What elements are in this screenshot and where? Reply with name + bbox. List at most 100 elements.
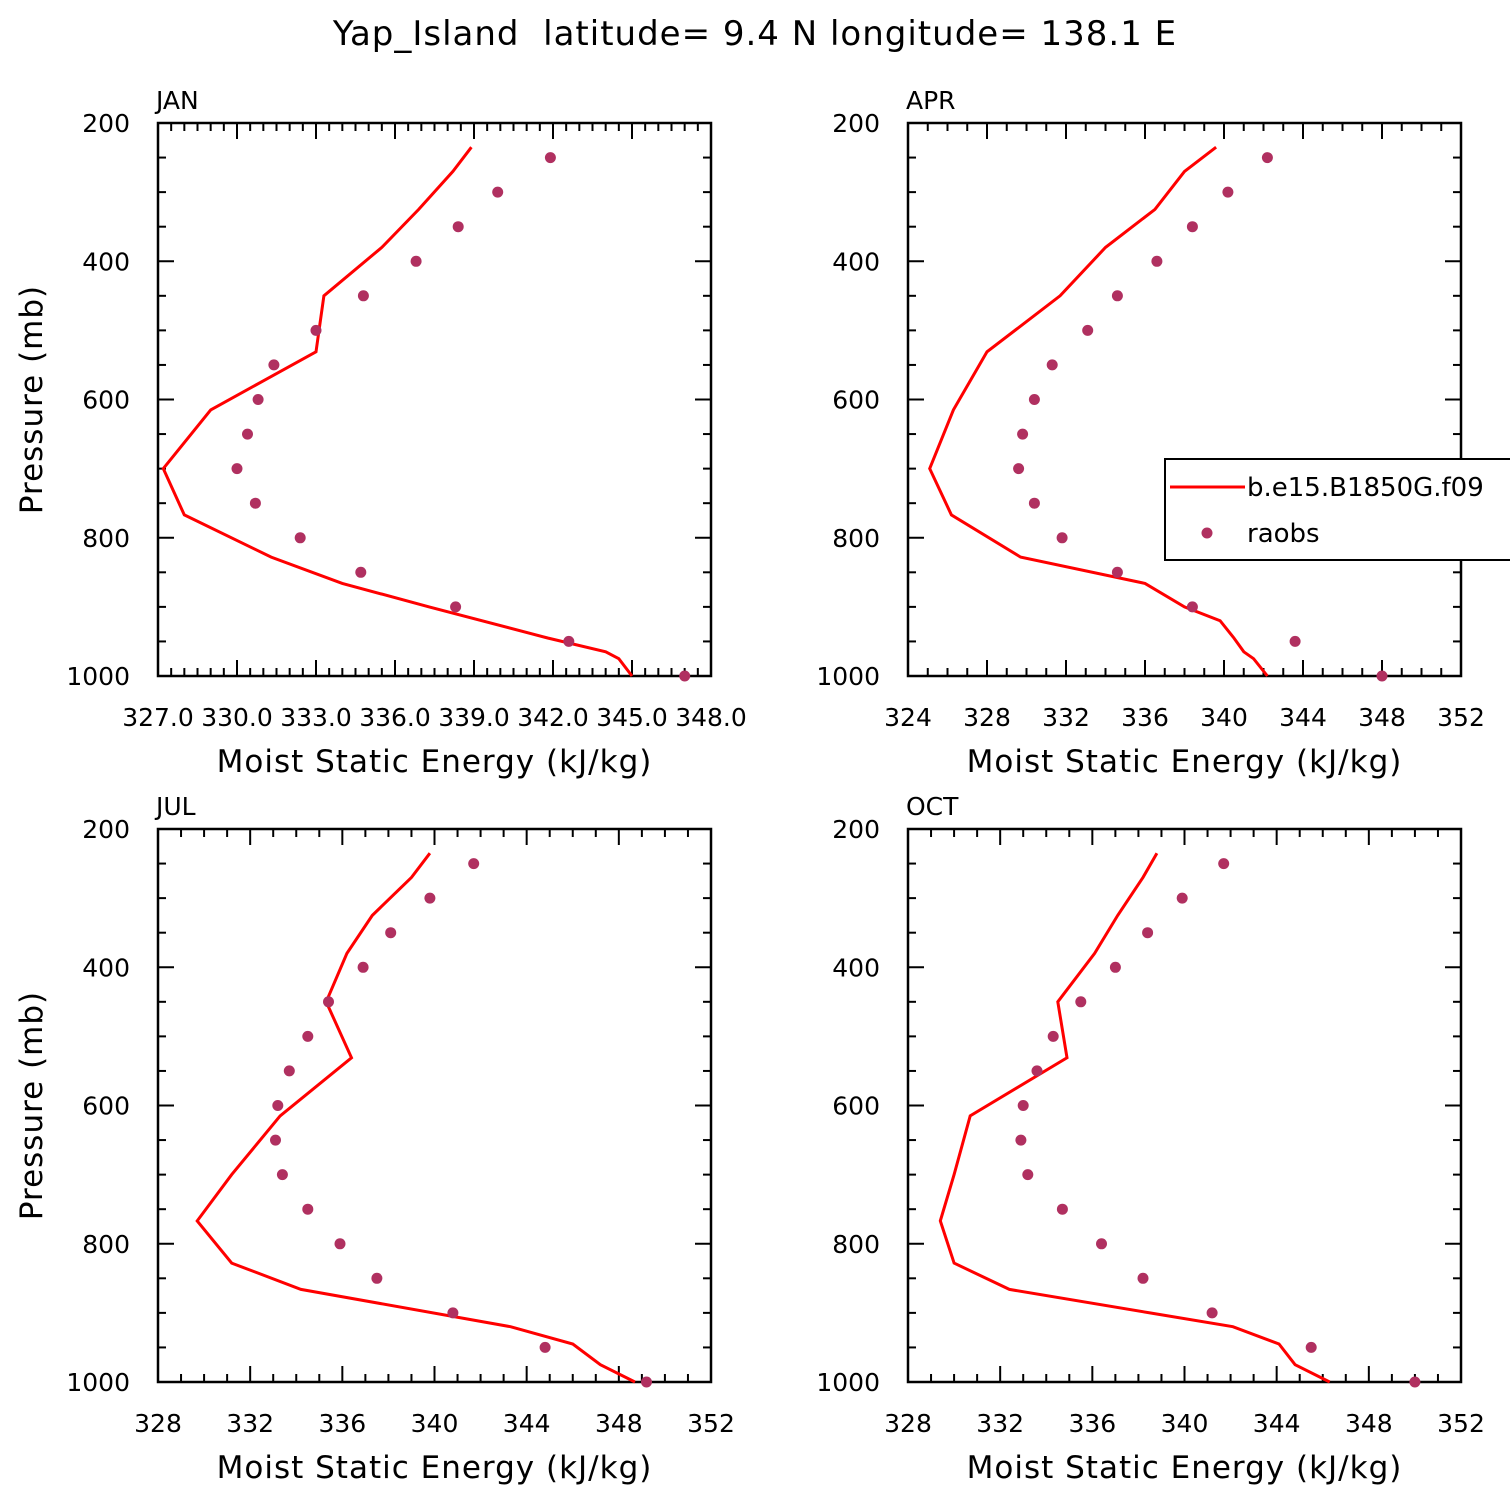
x-tick-label: 348 (595, 1409, 643, 1438)
x-tick-label: 342.0 (517, 703, 589, 732)
y-tick-label: 1000 (816, 662, 880, 691)
panel-label: JAN (154, 86, 199, 115)
x-tick-label: 344 (503, 1409, 551, 1438)
x-tick-label: 336 (318, 1409, 366, 1438)
raobs-point (357, 961, 369, 973)
raobs-point (272, 1100, 284, 1111)
raobs-point (252, 394, 264, 405)
raobs-point (371, 1272, 383, 1284)
y-tick-label: 1000 (66, 662, 130, 691)
raobs-point (323, 996, 334, 1008)
raobs-point (1111, 566, 1123, 578)
raobs-point (492, 186, 504, 198)
raobs-point (1222, 186, 1234, 198)
y-tick-label: 400 (82, 247, 130, 276)
raobs-point (276, 1169, 288, 1181)
raobs-point (1409, 1376, 1421, 1388)
model-profile-line (928, 146, 1269, 677)
raobs-point (1289, 635, 1301, 647)
x-tick-label: 352 (687, 1409, 735, 1438)
x-tick-label: 332 (226, 1409, 274, 1438)
raobs-point (302, 1030, 314, 1042)
x-tick-label: 332 (976, 1409, 1024, 1438)
raobs-point (1015, 1134, 1027, 1146)
panel-label: JUL (154, 792, 196, 821)
y-tick-label: 600 (832, 1092, 880, 1121)
x-tick-label: 336.0 (359, 703, 431, 732)
plot-frame (156, 827, 713, 1384)
raobs-point (410, 255, 422, 267)
y-axis-title: Pressure (mb) (14, 991, 50, 1220)
x-tick-label: 348.0 (675, 703, 747, 732)
x-tick-label: 344 (1279, 703, 1327, 732)
raobs-point (1261, 152, 1273, 164)
raobs-point (1017, 1100, 1029, 1111)
raobs-point (1082, 324, 1094, 336)
plot-frame (906, 827, 1463, 1384)
x-tick-label: 352 (1437, 1409, 1485, 1438)
y-tick-label: 600 (82, 1092, 130, 1121)
x-tick-label: 332 (1042, 703, 1090, 732)
y-tick-label: 1000 (816, 1368, 880, 1397)
raobs-point (385, 927, 397, 939)
model-profile-line (161, 146, 634, 677)
x-axis-title: Moist Static Energy (kJ/kg) (217, 1450, 653, 1486)
x-tick-label: 330.0 (201, 703, 273, 732)
x-tick-label: 344 (1253, 1409, 1301, 1438)
x-axis-title: Moist Static Energy (kJ/kg) (217, 744, 653, 780)
y-tick-label: 800 (82, 1230, 130, 1259)
raobs-point (1056, 1203, 1068, 1215)
y-tick-label: 400 (832, 953, 880, 982)
x-tick-label: 328 (884, 1409, 932, 1438)
plot-frame (906, 121, 1463, 678)
x-tick-label: 324 (884, 703, 932, 732)
raobs-point (563, 635, 575, 647)
x-tick-label: 348 (1358, 703, 1406, 732)
model-profile-line (195, 852, 636, 1384)
x-tick-label: 345.0 (596, 703, 668, 732)
legend: b.e15.B1850G.f09 raobs (1164, 458, 1510, 561)
raobs-point (1206, 1307, 1218, 1319)
raobs-point (1047, 1030, 1059, 1042)
raobs-point (1075, 996, 1087, 1008)
y-tick-label: 600 (832, 386, 880, 415)
raobs-point (270, 1134, 281, 1146)
raobs-point (1151, 255, 1163, 267)
raobs-point (1017, 428, 1029, 440)
panel-label: APR (906, 86, 956, 115)
raobs-point (1056, 532, 1068, 544)
raobs-point (1305, 1341, 1317, 1353)
legend-label-raobs: raobs (1247, 519, 1320, 549)
legend-marker-swatch (1201, 527, 1213, 539)
raobs-point (544, 152, 556, 164)
raobs-point (1137, 1272, 1149, 1284)
raobs-point (242, 428, 253, 440)
raobs-point (1186, 221, 1198, 233)
raobs-point (355, 566, 367, 578)
plot-frame (156, 121, 713, 678)
raobs-point (1111, 290, 1123, 302)
x-tick-label: 328 (134, 1409, 182, 1438)
x-tick-label: 340 (1161, 1409, 1209, 1438)
x-tick-label: 336 (1068, 1409, 1116, 1438)
raobs-point (249, 497, 261, 509)
chart-title: Yap_Island latitude= 9.4 N longitude= 13… (332, 14, 1177, 54)
raobs-point (1218, 858, 1230, 870)
x-tick-label: 340 (1200, 703, 1248, 732)
raobs-point (450, 601, 462, 613)
raobs-point (310, 324, 322, 336)
y-tick-label: 200 (832, 109, 880, 138)
y-tick-label: 1000 (66, 1368, 130, 1397)
raobs-point (1096, 1238, 1107, 1250)
raobs-point (1028, 394, 1040, 405)
y-tick-label: 200 (832, 815, 880, 844)
panel-label: OCT (906, 792, 959, 821)
legend-label-model: b.e15.B1850G.f09 (1247, 473, 1484, 503)
raobs-point (283, 1065, 295, 1077)
x-tick-label: 327.0 (122, 703, 194, 732)
x-axis-title: Moist Static Energy (kJ/kg) (967, 744, 1403, 780)
